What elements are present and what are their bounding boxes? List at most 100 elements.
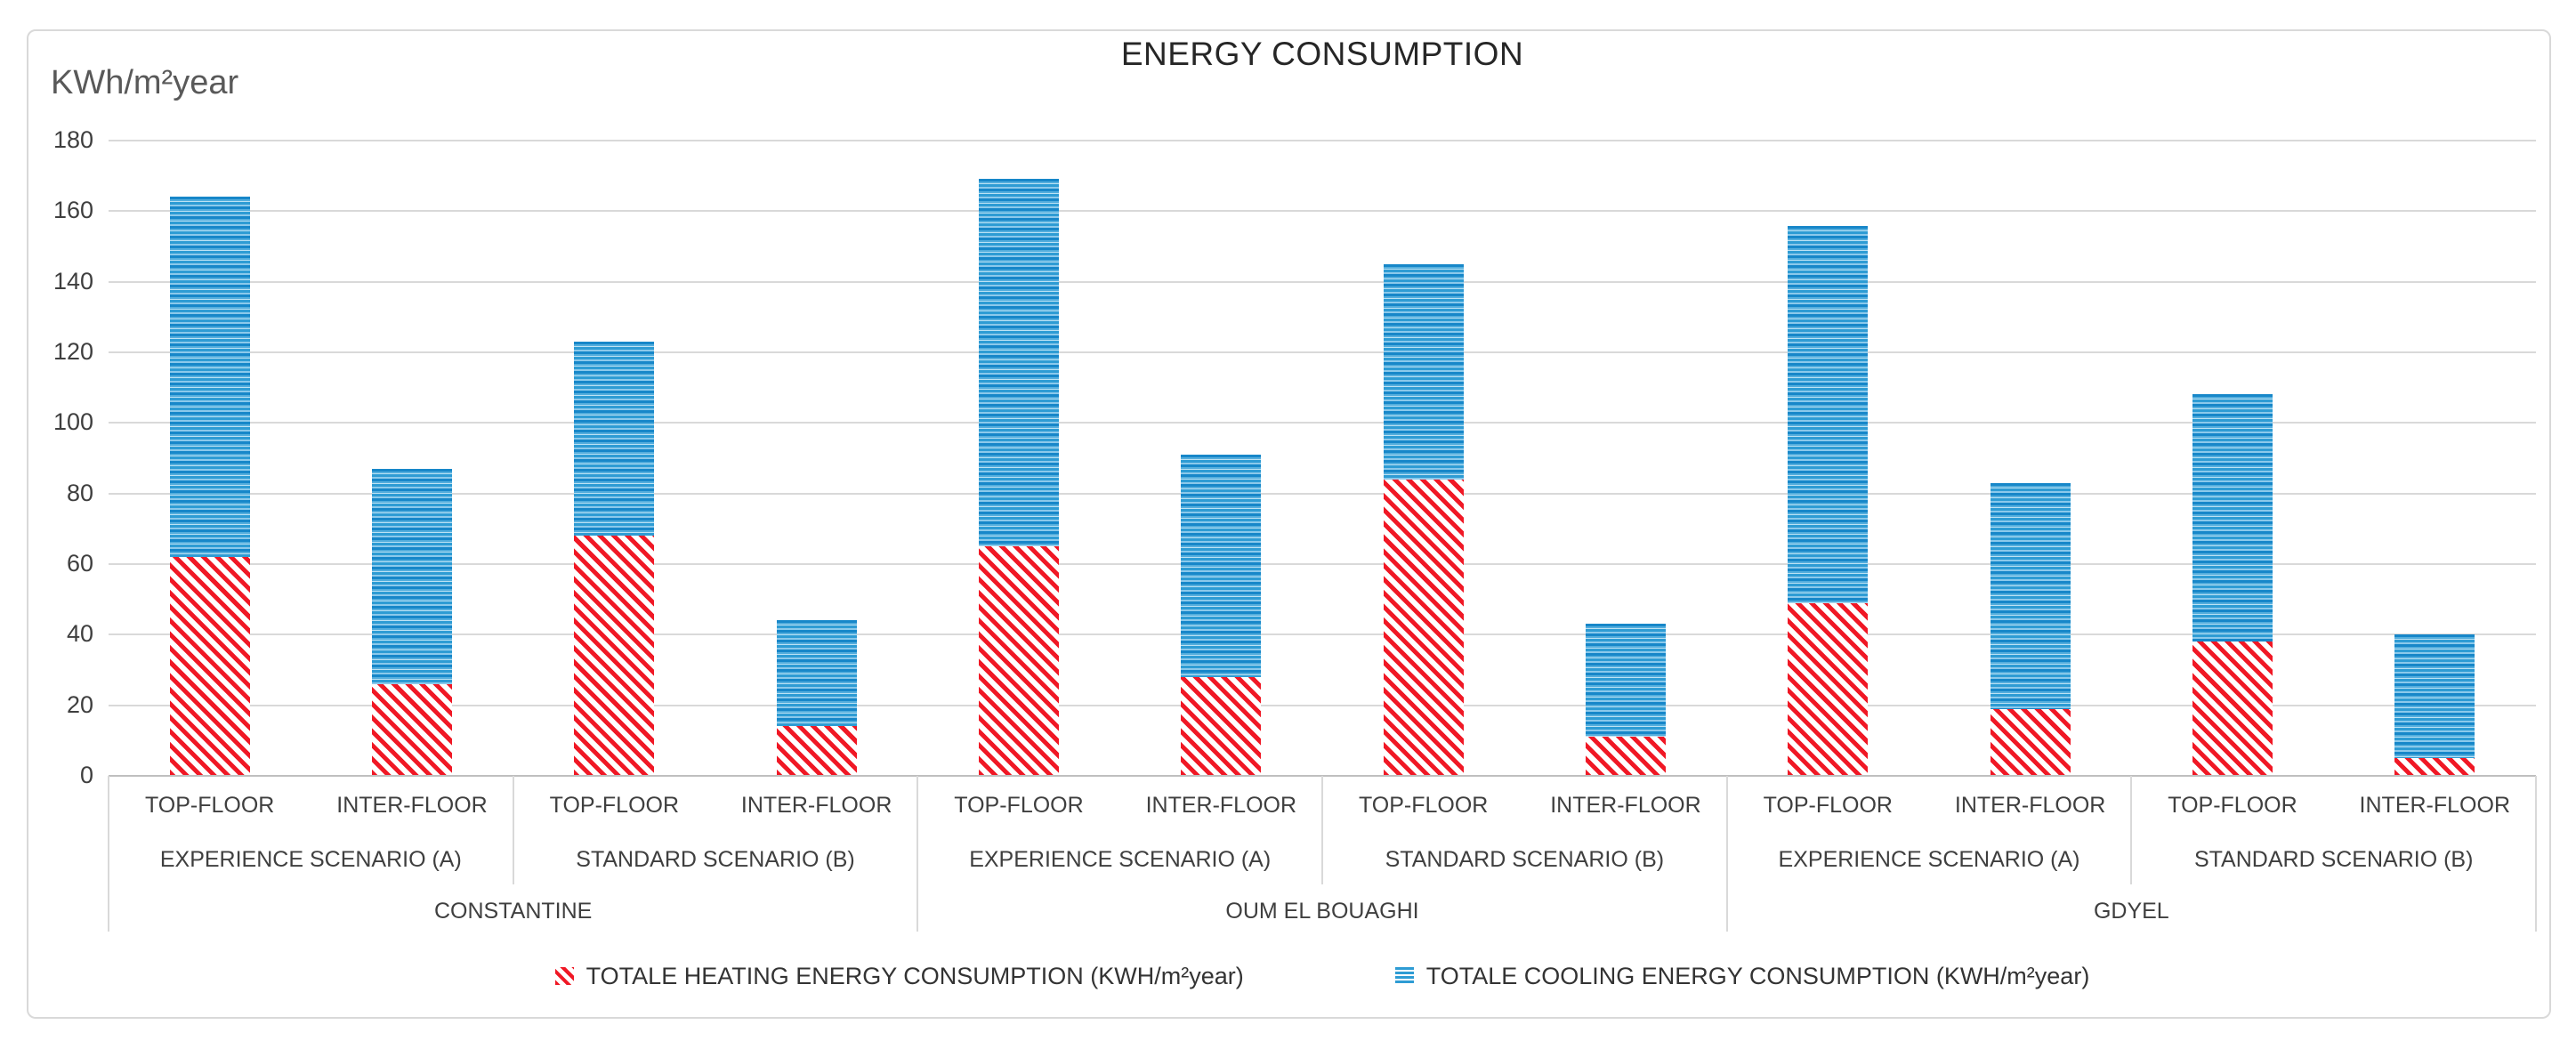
bars-layer (109, 141, 2536, 776)
stacked-bar-GDYEL-STANDARD SCENARIO (B)-TOP-FLOOR (2192, 394, 2273, 776)
floor-label: INTER-FLOOR (1954, 792, 2106, 818)
floor-label: TOP-FLOOR (1358, 792, 1489, 818)
cooling-segment (1990, 483, 2071, 709)
heating-segment (1990, 709, 2071, 776)
floor-label: INTER-FLOOR (1550, 792, 1701, 818)
bar-slot (311, 141, 513, 776)
heating-segment (776, 726, 857, 776)
bar-slot (513, 141, 715, 776)
y-axis-tick-labels: 0 20 40 60 80 100 120 140 160 180 (22, 126, 93, 788)
floor-label: INTER-FLOOR (2359, 792, 2510, 818)
heating-segment (371, 684, 452, 776)
bar-slot (1322, 141, 1524, 776)
cooling-segment (169, 197, 250, 557)
y-tick-label-120: 120 (52, 338, 93, 365)
cooling-segment (1585, 624, 1666, 737)
stacked-bar-CONSTANTINE-STANDARD SCENARIO (B)-INTER-FLOOR (776, 620, 857, 776)
gridline-40 (109, 633, 2536, 636)
heating-segment (2192, 642, 2273, 776)
heating-segment (2394, 758, 2475, 776)
y-axis-unit-label: KWh/m²year (51, 64, 239, 101)
stacked-bar-GDYEL-EXPERIENCE SCENARIO (A)-TOP-FLOOR (1788, 226, 1869, 776)
floor-label: TOP-FLOOR (954, 792, 1084, 818)
stacked-bar-GDYEL-EXPERIENCE SCENARIO (A)-INTER-FLOOR (1990, 483, 2071, 776)
bar-slot (1120, 141, 1322, 776)
stacked-bar-CONSTANTINE-STANDARD SCENARIO (B)-TOP-FLOOR (574, 342, 655, 776)
y-tick-label-80: 80 (66, 479, 93, 506)
gridline-140 (109, 280, 2536, 283)
city-divider (1726, 776, 1728, 932)
gridline-120 (109, 351, 2536, 353)
city-label: GDYEL (2093, 899, 2169, 924)
y-tick-label-60: 60 (66, 550, 93, 577)
gridline-60 (109, 563, 2536, 565)
stacked-bar-OUM EL BOUAGHI-EXPERIENCE SCENARIO (A)-INTER-FLOOR (1181, 455, 1262, 776)
y-tick-label-180: 180 (52, 126, 93, 153)
scenario-label: EXPERIENCE SCENARIO (A) (1778, 846, 2080, 872)
plot-area (109, 140, 2536, 776)
city-label: CONSTANTINE (434, 899, 593, 924)
city-divider (917, 776, 918, 932)
floor-label: TOP-FLOOR (1763, 792, 1893, 818)
chart-legend: TOTALE HEATING ENERGY CONSUMPTION (KWH/m… (109, 954, 2536, 998)
scenario-label: STANDARD SCENARIO (B) (1385, 846, 1665, 872)
cooling-pattern-swatch-icon (1394, 967, 1414, 985)
heating-pattern-swatch-icon (554, 967, 574, 985)
legend-cooling-label: TOTALE COOLING ENERGY CONSUMPTION (KWH/m… (1425, 962, 2090, 989)
heating-segment (574, 536, 655, 776)
gridline-20 (109, 704, 2536, 706)
y-tick-label-100: 100 (52, 408, 93, 436)
stacked-bar-CONSTANTINE-EXPERIENCE SCENARIO (A)-INTER-FLOOR (371, 469, 452, 776)
scenario-label: EXPERIENCE SCENARIO (A) (159, 846, 462, 872)
scenario-divider (513, 776, 514, 884)
gridline-100 (109, 422, 2536, 424)
cooling-segment (2394, 634, 2475, 758)
heating-segment (978, 546, 1059, 776)
stacked-bar-OUM EL BOUAGHI-EXPERIENCE SCENARIO (A)-TOP-FLOOR (978, 179, 1059, 776)
floor-label-row: TOP-FLOOR INTER-FLOOR TOP-FLOOR INTER-FLOOR… (109, 776, 2536, 835)
heating-segment (1585, 737, 1666, 776)
floor-label: TOP-FLOOR (2168, 792, 2297, 818)
heating-segment (1181, 677, 1262, 776)
bar-slot (917, 141, 1119, 776)
floor-label: INTER-FLOOR (740, 792, 892, 818)
scenario-label-row: EXPERIENCE SCENARIO (A) STANDARD SCENARIO… (109, 835, 2536, 884)
stacked-bar-CONSTANTINE-EXPERIENCE SCENARIO (A)-TOP-FLOOR (169, 197, 250, 776)
heating-segment (169, 557, 250, 776)
y-tick-label-140: 140 (52, 267, 93, 295)
bar-slot (2131, 141, 2333, 776)
cooling-segment (1383, 264, 1464, 480)
floor-label: TOP-FLOOR (144, 792, 275, 818)
scenario-label: STANDARD SCENARIO (B) (576, 846, 855, 872)
gridline-80 (109, 492, 2536, 495)
heating-segment (1788, 603, 1869, 776)
bar-slot (109, 141, 311, 776)
city-label: OUM EL BOUAGHI (1225, 899, 1419, 924)
city-label-row: CONSTANTINE OUM EL BOUAGHI GDYEL (109, 884, 2536, 939)
gridline-180 (109, 140, 2536, 141)
bar-slot (1524, 141, 1726, 776)
y-tick-label-160: 160 (52, 197, 93, 224)
bar-slot (715, 141, 917, 776)
heating-segment (1383, 480, 1464, 776)
scenario-divider (1321, 776, 1323, 884)
bar-slot (1727, 141, 1929, 776)
bar-slot (1929, 141, 2131, 776)
cooling-segment (978, 179, 1059, 546)
legend-item-heating: TOTALE HEATING ENERGY CONSUMPTION (KWH/m… (554, 963, 1244, 990)
floor-label: TOP-FLOOR (549, 792, 680, 818)
legend-item-cooling: TOTALE COOLING ENERGY CONSUMPTION (KWH/m… (1394, 962, 2090, 990)
y-tick-label-0: 0 (79, 762, 93, 788)
stacked-bar-OUM EL BOUAGHI-STANDARD SCENARIO (B)-TOP-FLOOR (1383, 264, 1464, 776)
y-tick-label-40: 40 (66, 620, 93, 648)
cooling-segment (776, 620, 857, 726)
y-tick-label-20: 20 (66, 690, 93, 718)
floor-label: INTER-FLOOR (336, 792, 488, 818)
cooling-segment (371, 469, 452, 684)
cooling-segment (1181, 455, 1262, 677)
cooling-segment (574, 342, 655, 536)
cooling-segment (1788, 226, 1869, 603)
scenario-label: STANDARD SCENARIO (B) (2193, 846, 2474, 872)
axis-right-edge (2535, 776, 2537, 932)
stacked-bar-GDYEL-STANDARD SCENARIO (B)-INTER-FLOOR (2394, 634, 2475, 776)
